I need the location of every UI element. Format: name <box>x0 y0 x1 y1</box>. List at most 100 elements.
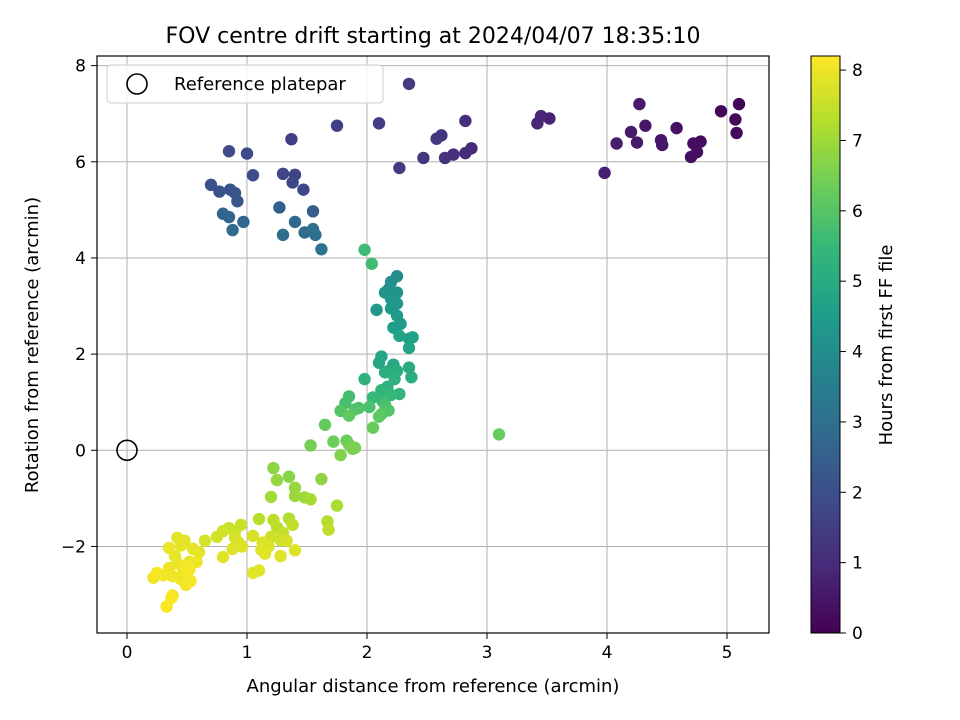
data-point <box>285 132 298 146</box>
data-point <box>216 524 230 538</box>
data-point <box>610 137 623 150</box>
data-point <box>198 534 212 547</box>
data-point <box>430 132 443 145</box>
data-point <box>183 563 196 576</box>
data-point <box>342 409 356 422</box>
data-point <box>246 529 260 543</box>
y-tick-label: 8 <box>75 57 86 77</box>
colorbar-tick-label: 8 <box>852 61 863 81</box>
data-point <box>318 418 332 431</box>
data-point <box>393 161 406 175</box>
data-point <box>327 435 340 448</box>
data-point <box>304 439 317 452</box>
data-point <box>729 113 742 126</box>
colorbar-tick-label: 0 <box>852 624 863 644</box>
data-point <box>174 539 188 552</box>
data-point <box>234 518 248 532</box>
data-point <box>393 329 406 343</box>
data-point <box>358 372 371 386</box>
data-point <box>226 223 239 237</box>
data-point <box>236 540 249 553</box>
x-tick-label: 5 <box>722 643 733 663</box>
data-point <box>309 228 322 242</box>
data-point <box>630 136 644 149</box>
data-point <box>365 257 378 270</box>
data-point <box>270 473 284 487</box>
data-point <box>315 243 328 256</box>
data-point <box>304 493 317 506</box>
data-point <box>288 215 302 229</box>
data-point <box>282 470 296 483</box>
data-point <box>406 331 419 344</box>
data-point <box>286 518 299 532</box>
y-tick-label: 0 <box>75 441 86 461</box>
data-point <box>346 442 359 456</box>
x-tick-label: 4 <box>602 643 613 663</box>
colorbar-tick-label: 5 <box>852 272 863 292</box>
data-point <box>598 166 611 180</box>
data-point <box>730 126 743 140</box>
data-point <box>288 544 302 557</box>
data-point <box>276 228 290 242</box>
data-point <box>297 183 310 196</box>
data-point <box>633 97 646 111</box>
data-point <box>402 77 416 91</box>
chart-title: FOV centre drift starting at 2024/04/07 … <box>166 24 701 49</box>
data-point <box>402 361 416 374</box>
data-point <box>370 303 383 317</box>
data-point <box>334 448 347 462</box>
data-point <box>639 119 652 132</box>
data-point <box>690 145 704 159</box>
data-point <box>459 114 472 128</box>
data-point <box>264 490 278 504</box>
colorbar-tick-label: 6 <box>852 202 863 222</box>
data-point <box>237 215 250 229</box>
data-point <box>204 178 218 192</box>
data-point <box>216 550 230 564</box>
y-tick-label: 2 <box>75 345 86 365</box>
data-point <box>267 513 280 527</box>
y-tick-label: −2 <box>61 537 86 557</box>
data-point <box>438 151 452 165</box>
data-point <box>246 169 260 182</box>
legend-entry-reference: Reference platepar <box>174 74 346 95</box>
data-point <box>670 121 683 135</box>
data-point <box>358 243 371 256</box>
colorbar: 0 1 2 3 4 5 6 7 8 Hours from first FF file <box>810 55 897 644</box>
x-tick-label: 0 <box>122 643 133 663</box>
data-point <box>226 542 239 556</box>
data-point <box>222 210 236 224</box>
y-tick-label: 4 <box>75 249 86 269</box>
data-point <box>288 489 302 503</box>
data-point <box>366 421 380 434</box>
reference-platepar-marker <box>116 439 138 462</box>
data-point <box>222 145 236 158</box>
y-axis-label: Rotation from reference (arcmin) <box>22 197 43 493</box>
x-tick-label: 1 <box>242 643 253 663</box>
data-point <box>273 201 286 214</box>
data-point <box>531 117 544 130</box>
data-point <box>417 151 430 165</box>
y-axis-ticks: −2 0 2 4 6 8 <box>61 57 97 557</box>
data-point <box>459 146 472 160</box>
data-point <box>286 176 299 189</box>
data-point <box>366 391 380 404</box>
data-point <box>330 119 344 132</box>
data-point <box>179 578 192 592</box>
data-point <box>231 195 244 208</box>
data-point <box>280 534 293 547</box>
data-point <box>372 117 386 130</box>
data-point <box>192 546 206 559</box>
data-point <box>322 523 335 536</box>
data-point <box>274 549 287 563</box>
legend: Reference platepar <box>106 64 384 104</box>
data-point <box>267 461 280 475</box>
data-point <box>378 366 392 379</box>
colorbar-label: Hours from first FF file <box>876 245 897 446</box>
data-point <box>160 600 173 613</box>
colorbar-ticks: 0 1 2 3 4 5 6 7 8 <box>840 61 863 644</box>
data-point <box>258 547 272 560</box>
data-point <box>363 400 376 414</box>
data-point <box>492 428 506 441</box>
